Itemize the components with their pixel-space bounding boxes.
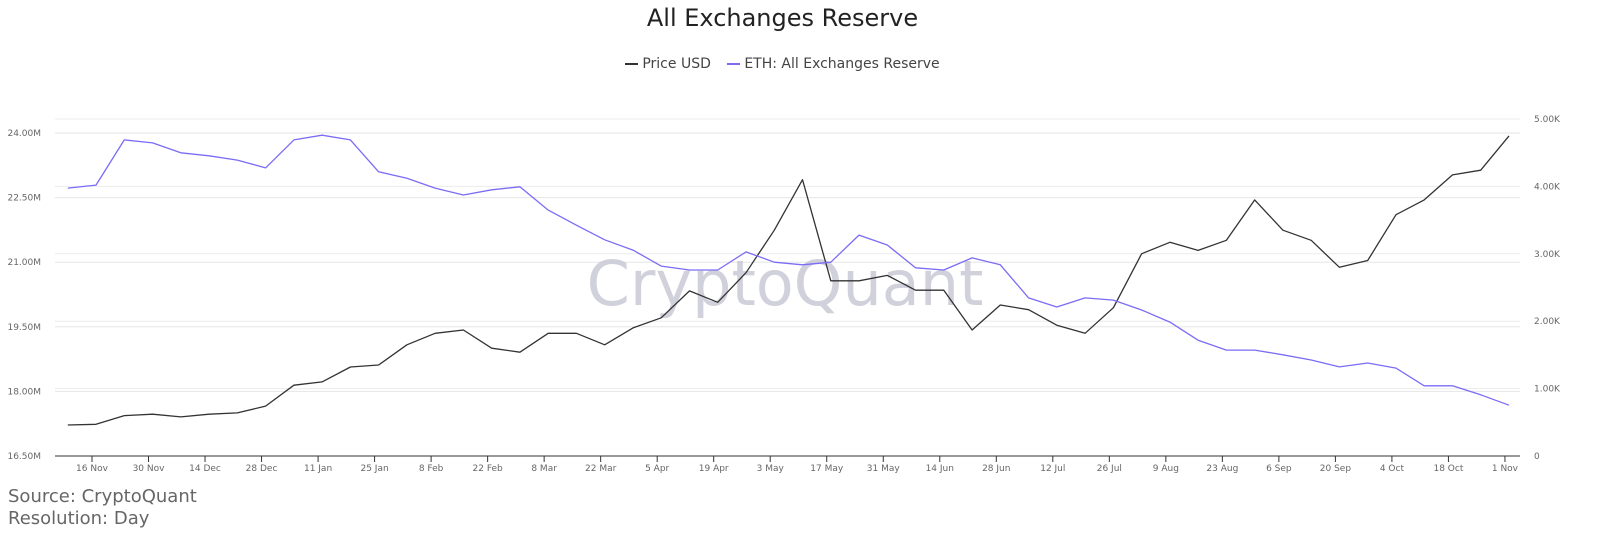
y-left-tick-label: 19.50M xyxy=(7,323,41,333)
x-tick-label: 14 Dec xyxy=(189,464,221,474)
y-right-tick-label: 4.00K xyxy=(1534,182,1561,192)
source-text: Source: CryptoQuant xyxy=(8,486,197,507)
x-tick-label: 9 Aug xyxy=(1153,464,1179,474)
y-left-tick-label: 18.00M xyxy=(7,387,41,397)
x-tick-label: 11 Jan xyxy=(304,464,332,474)
x-tick-label: 4 Oct xyxy=(1380,464,1405,474)
x-tick-label: 22 Feb xyxy=(473,464,504,474)
x-tick-label: 22 Mar xyxy=(585,464,617,474)
x-tick-label: 16 Nov xyxy=(76,464,109,474)
legend-item-reserve[interactable]: ETH: All Exchanges Reserve xyxy=(727,56,940,72)
x-tick-label: 30 Nov xyxy=(133,464,166,474)
y-left-tick-label: 22.50M xyxy=(7,194,41,204)
legend-swatch-price xyxy=(625,63,639,65)
legend-item-price[interactable]: Price USD xyxy=(625,56,711,72)
x-tick-label: 18 Oct xyxy=(1433,464,1463,474)
x-tick-label: 19 Apr xyxy=(699,464,729,474)
x-tick-label: 5 Apr xyxy=(645,464,669,474)
y-right-tick-label: 2.00K xyxy=(1534,317,1561,327)
x-tick-label: 17 May xyxy=(810,464,844,474)
x-tick-label: 6 Sep xyxy=(1266,464,1292,474)
x-tick-label: 31 May xyxy=(867,464,901,474)
x-tick-label: 28 Dec xyxy=(246,464,278,474)
x-tick-label: 1 Nov xyxy=(1492,464,1519,474)
y-right-tick-label: 5.00K xyxy=(1534,115,1561,125)
x-tick-label: 8 Mar xyxy=(531,464,557,474)
x-tick-label: 14 Jun xyxy=(926,464,954,474)
x-tick-label: 12 Jul xyxy=(1040,464,1065,474)
y-left-tick-label: 21.00M xyxy=(7,258,41,268)
legend: Price USD ETH: All Exchanges Reserve xyxy=(0,56,1565,72)
x-tick-label: 3 May xyxy=(757,464,785,474)
price-usd-line xyxy=(67,135,1510,426)
y-right-tick-label: 0 xyxy=(1534,452,1540,462)
legend-label-price: Price USD xyxy=(642,56,711,72)
exchange-reserve-line xyxy=(67,134,1510,406)
resolution-text: Resolution: Day xyxy=(8,508,150,529)
y-left-tick-label: 24.00M xyxy=(7,129,41,139)
x-tick-label: 8 Feb xyxy=(419,464,444,474)
legend-swatch-reserve xyxy=(727,63,741,65)
footer: Source: CryptoQuant Resolution: Day xyxy=(8,486,197,530)
x-tick-label: 23 Aug xyxy=(1206,464,1238,474)
x-tick-label: 28 Jun xyxy=(982,464,1010,474)
x-tick-label: 26 Jul xyxy=(1097,464,1122,474)
chart-title: All Exchanges Reserve xyxy=(646,4,919,32)
y-left-tick-label: 16.50M xyxy=(7,452,41,462)
y-right-tick-label: 1.00K xyxy=(1534,385,1561,395)
x-tick-label: 20 Sep xyxy=(1320,464,1352,474)
x-tick-label: 25 Jan xyxy=(360,464,388,474)
legend-label-reserve: ETH: All Exchanges Reserve xyxy=(744,56,940,72)
y-right-tick-label: 3.00K xyxy=(1534,250,1561,260)
watermark-logo: CryptoQuant xyxy=(587,247,984,320)
